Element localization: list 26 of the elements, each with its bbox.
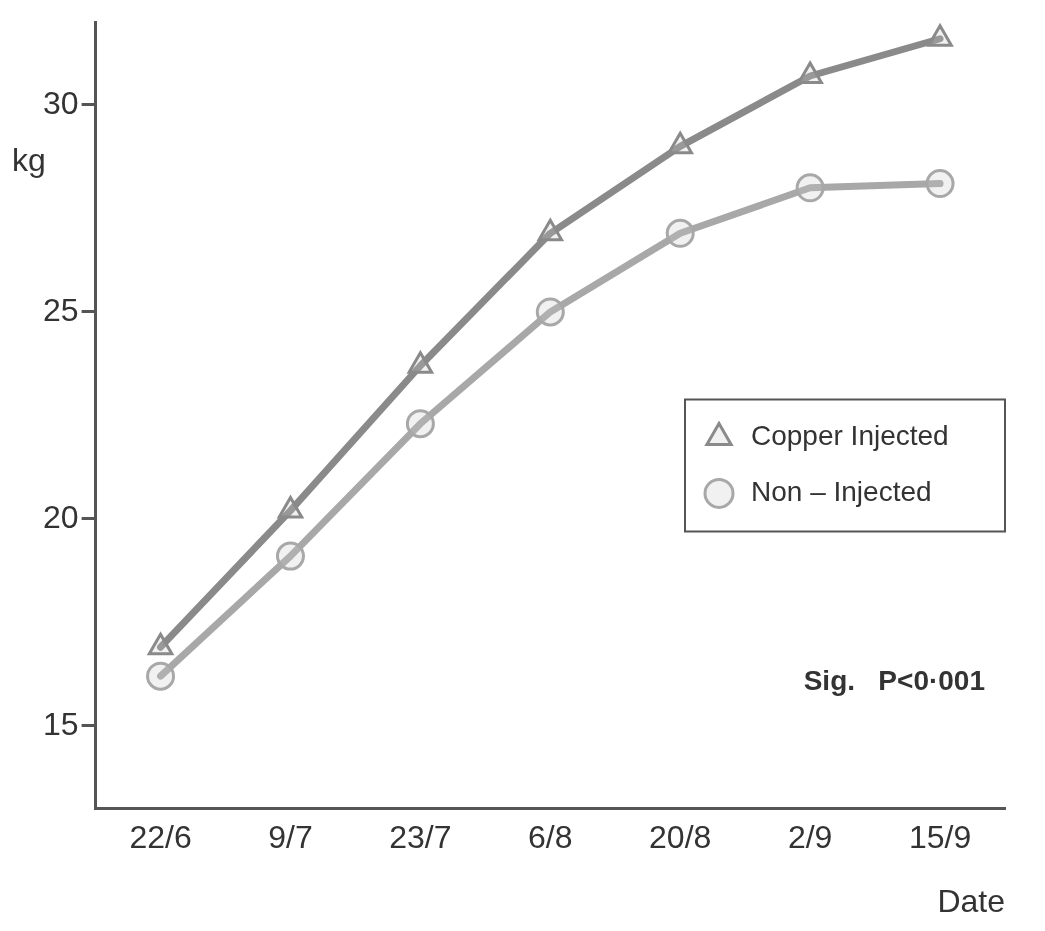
x-tick-label: 15/9 <box>908 818 972 855</box>
x-tick-label: 2/9 <box>787 818 833 855</box>
y-tick-label: 25 <box>43 291 79 328</box>
y-tick-label: 15 <box>43 705 79 742</box>
point <box>927 24 953 47</box>
x-axis-title: Date <box>937 883 1005 920</box>
legend-label: Non – Injected <box>751 476 932 508</box>
point <box>537 218 564 242</box>
x-tick-label: 9/7 <box>268 818 313 855</box>
annotation: Sig. P<0·001 <box>803 664 985 696</box>
y-tick-label: 30 <box>43 84 79 121</box>
y-tick-label: 20 <box>43 498 79 535</box>
point <box>797 61 823 85</box>
x-tick-label: 20/8 <box>649 818 712 855</box>
point <box>146 661 176 691</box>
point <box>535 297 565 327</box>
x-tick-label: 22/6 <box>129 818 192 855</box>
point <box>667 131 693 155</box>
y-axis-title: kg <box>12 142 46 179</box>
x-tick-label: 6/8 <box>528 818 573 855</box>
x-tick-label: 23/7 <box>389 818 452 855</box>
legend-label: Copper Injected <box>751 420 949 452</box>
point <box>275 541 305 571</box>
point <box>405 409 435 439</box>
point <box>407 351 434 374</box>
point <box>665 218 695 248</box>
